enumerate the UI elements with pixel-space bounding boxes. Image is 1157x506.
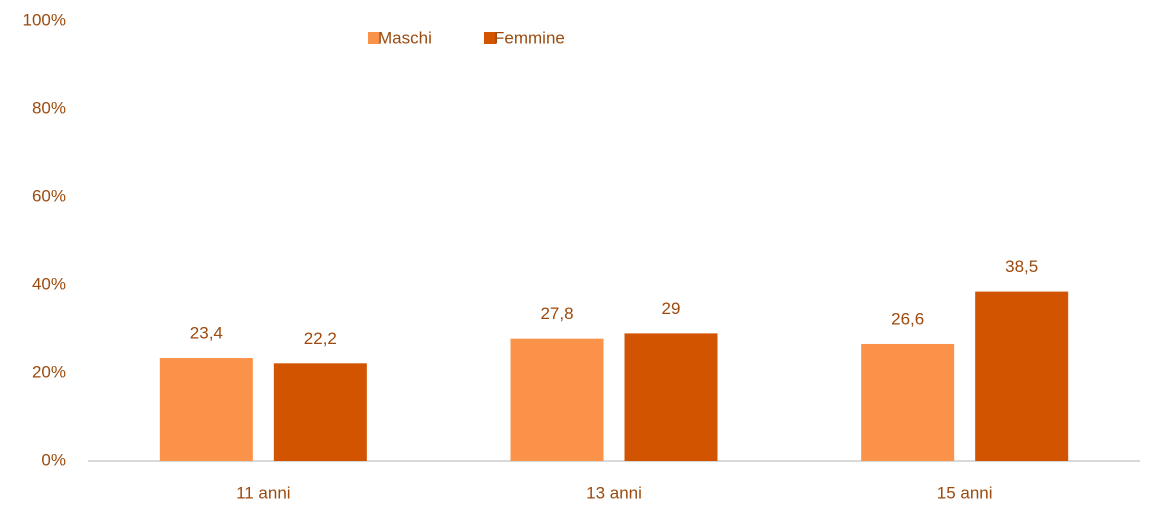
value-label: 29: [662, 299, 681, 318]
legend-label: Maschi: [378, 28, 432, 47]
bar: [975, 291, 1069, 461]
legend-swatch: [484, 32, 496, 44]
y-tick-label: 20%: [32, 362, 66, 381]
y-tick-label: 40%: [32, 274, 66, 293]
bar: [273, 363, 367, 461]
x-tick-label: 13 anni: [586, 483, 642, 502]
bar: [159, 358, 253, 461]
x-tick-label: 15 anni: [937, 483, 993, 502]
bar: [510, 338, 604, 461]
y-tick-label: 100%: [23, 10, 66, 29]
legend-label: Femmine: [494, 28, 565, 47]
value-label: 26,6: [891, 309, 924, 328]
value-label: 23,4: [190, 324, 223, 343]
x-tick-label: 11 anni: [236, 483, 291, 502]
y-tick-label: 80%: [32, 98, 66, 117]
y-tick-label: 0%: [41, 450, 66, 469]
value-label: 38,5: [1005, 257, 1038, 276]
y-tick-label: 60%: [32, 186, 66, 205]
bar: [861, 343, 955, 461]
legend-swatch: [368, 32, 380, 44]
value-label: 22,2: [304, 329, 337, 348]
bar: [624, 333, 718, 461]
value-label: 27,8: [540, 304, 573, 323]
